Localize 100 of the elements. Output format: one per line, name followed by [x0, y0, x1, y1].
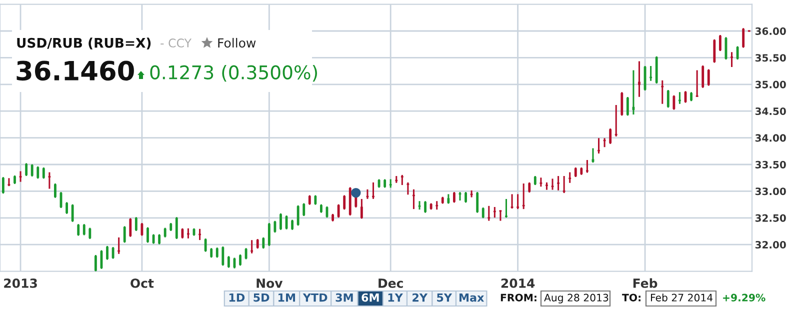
- text: 3M: [336, 293, 353, 302]
- candlestick: [360, 198, 363, 219]
- text: +9.29%: [723, 294, 766, 302]
- candlestick: [730, 52, 733, 68]
- candlestick: [222, 246, 224, 266]
- candlestick: [36, 166, 40, 179]
- text: Aug 28 2013: [544, 294, 608, 304]
- x-tick-label: Dec: [378, 278, 403, 288]
- candlestick: [620, 92, 624, 116]
- candlestick: [134, 217, 138, 231]
- text: 5Y: [437, 293, 452, 302]
- x-tick-label: Feb: [633, 278, 658, 288]
- y-tick-label: 36.00: [755, 27, 786, 35]
- candlestick: [609, 128, 612, 144]
- candlestick: [707, 69, 710, 86]
- candlestick: [30, 164, 34, 176]
- annotation: 0.1273 (0.3500%): [150, 64, 318, 82]
- candlestick: [8, 178, 10, 186]
- candlestick: [586, 160, 588, 173]
- candlestick: [568, 172, 572, 183]
- candlestick: [638, 61, 640, 97]
- candlestick: [82, 224, 86, 236]
- candlestick: [112, 247, 114, 259]
- text: Max: [460, 293, 484, 302]
- candlestick: [48, 172, 51, 189]
- candlestick: [262, 237, 265, 249]
- candlestick: [280, 213, 282, 230]
- y-tick-label: 33.00: [755, 188, 786, 196]
- candlestick: [598, 138, 600, 154]
- candlestick: [106, 246, 108, 260]
- candlestick: [302, 203, 306, 216]
- candlestick: [482, 208, 484, 218]
- candlestick: [343, 195, 346, 210]
- candlestick: [702, 65, 704, 88]
- text: 6M: [362, 293, 379, 302]
- candlestick: [274, 220, 276, 233]
- text: USD/RUB (RUB=X): [17, 38, 151, 50]
- candlestick: [522, 183, 525, 210]
- text: TO:: [622, 294, 640, 302]
- text: 1D: [229, 293, 245, 302]
- candlestick: [458, 192, 462, 201]
- candlestick: [77, 224, 80, 236]
- candlestick: [436, 201, 438, 210]
- text: 5D: [254, 293, 270, 302]
- x-tick-label: Nov: [256, 278, 283, 288]
- candlestick: [244, 248, 248, 260]
- y-tick-label: 32.00: [755, 240, 786, 249]
- annotation: 36.1460: [16, 60, 134, 81]
- candlestick: [296, 205, 300, 226]
- candlestick: [557, 176, 560, 190]
- candlestick: [123, 226, 126, 243]
- candlestick: [268, 223, 270, 246]
- candlestick: [476, 192, 479, 213]
- candlestick: [632, 70, 635, 115]
- candlestick: [488, 206, 490, 221]
- candlestick: [88, 228, 92, 239]
- text: YTD: [302, 293, 328, 302]
- candlestick: [626, 96, 629, 116]
- candlestick: [146, 227, 149, 243]
- candlestick: [227, 256, 230, 268]
- candlestick: [337, 204, 340, 218]
- text: Feb 27 2014: [650, 294, 713, 302]
- candlestick: [713, 39, 716, 63]
- y-tick-label: 35.50: [755, 54, 786, 62]
- candlestick: [19, 171, 22, 182]
- candlestick: [546, 182, 548, 190]
- candlestick: [736, 46, 739, 60]
- candlestick: [406, 182, 410, 195]
- candlestick: [175, 217, 178, 239]
- text: 1Y: [388, 293, 403, 302]
- candlestick: [464, 192, 467, 203]
- candlestick: [418, 201, 421, 210]
- candlestick: [42, 167, 45, 179]
- candlestick: [614, 104, 618, 136]
- candlestick: [239, 254, 242, 266]
- y-tick-label: 34.00: [755, 134, 786, 142]
- y-tick-label: 35.00: [755, 80, 786, 88]
- candlestick: [540, 178, 542, 187]
- candlestick: [25, 163, 28, 176]
- candlestick: [66, 202, 68, 214]
- candlestick: [562, 176, 566, 194]
- candlestick: [470, 190, 473, 198]
- candlestick: [696, 70, 698, 97]
- candlestick: [71, 204, 74, 222]
- text: FROM:: [500, 294, 536, 302]
- candlestick: [54, 183, 56, 198]
- candlestick: [400, 174, 404, 186]
- x-tick-label: 2013: [4, 278, 37, 288]
- candlestick: [510, 194, 514, 209]
- candlestick: [452, 192, 456, 203]
- candlestick: [129, 218, 132, 237]
- candlestick: [672, 95, 676, 110]
- text: 2Y: [412, 293, 428, 302]
- candlestick: [516, 194, 520, 210]
- candlestick: [718, 35, 722, 51]
- annotation: - CCY: [160, 38, 192, 48]
- y-tick-label: 33.50: [755, 160, 786, 168]
- candlestick: [140, 223, 144, 236]
- candlestick: [94, 255, 97, 272]
- y-tick-label: 34.50: [755, 107, 786, 116]
